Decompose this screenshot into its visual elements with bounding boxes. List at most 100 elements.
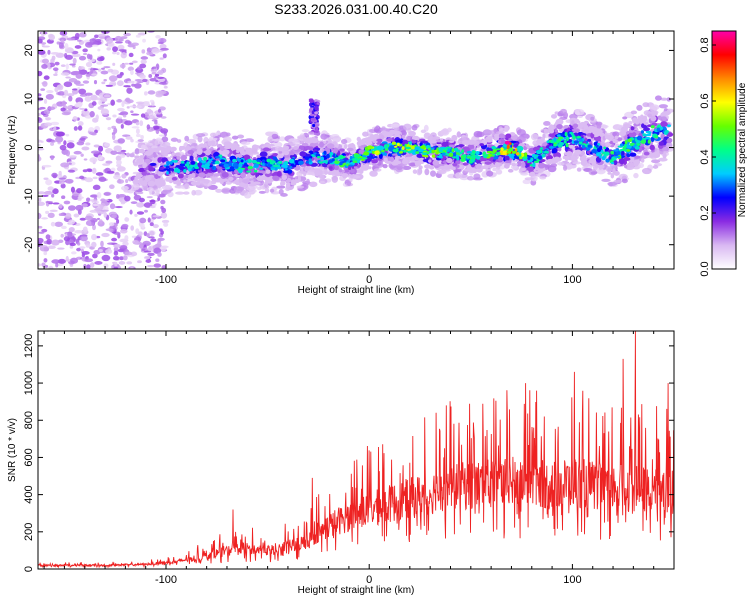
spectrogram-halo-blob: [607, 181, 618, 186]
spectrogram-core-blob: [367, 145, 373, 150]
spectrogram-spike-blob: [311, 110, 316, 115]
spectrogram-noise-blob: [66, 142, 75, 149]
spectrogram-noise-blob: [113, 145, 122, 152]
spectrogram-ridge-blob: [171, 176, 178, 181]
spectrogram-noise-blob: [134, 79, 143, 82]
spectrogram-core-blob: [636, 143, 641, 146]
spectrogram-halo-blob: [416, 168, 422, 176]
spectrogram-core-blob: [495, 148, 501, 151]
spectrogram-core-blob: [591, 149, 597, 154]
spectrogram-ridge-blob: [572, 123, 579, 129]
spectrogram-noise-blob: [141, 223, 145, 229]
spectrogram-ridge-blob: [333, 164, 339, 171]
spectrogram-noise-blob: [124, 120, 133, 126]
spectrogram-ridge-blob: [384, 160, 392, 164]
spectrogram-noise-blob: [45, 234, 51, 240]
spectrogram-halo-blob: [373, 126, 380, 133]
spectrogram-ridge-blob: [213, 173, 221, 177]
spectrogram-halo-blob: [520, 172, 529, 176]
spectrogram-ridge-blob: [174, 152, 181, 157]
spectrogram-core-blob: [356, 154, 361, 158]
spectrogram-ridge-blob: [572, 128, 581, 133]
spectrogram-halo-blob: [193, 189, 203, 196]
spectrogram-noise-blob: [48, 34, 55, 41]
spectrogram-ridge-blob: [394, 157, 399, 163]
spectrogram-core-blob: [435, 151, 439, 155]
spectrogram-noise-blob: [73, 150, 82, 155]
spectrogram-noise-blob: [63, 140, 67, 146]
spectrogram-core-blob: [461, 154, 466, 157]
spectrogram-core-blob: [223, 163, 229, 168]
spectrogram-core-blob: [352, 160, 358, 163]
spectrogram-halo-blob: [660, 97, 668, 101]
spectrogram-noise-blob: [142, 102, 151, 107]
spectrogram-ridge-blob: [165, 176, 171, 182]
spectrogram-noise-blob: [91, 101, 97, 106]
spectrogram-core-blob: [622, 146, 626, 151]
spectrogram-noise-blob: [118, 49, 127, 52]
spectrogram-ridge-blob: [304, 166, 309, 172]
spectrogram-noise-blob: [85, 61, 93, 68]
spectrogram-noise-blob: [80, 153, 84, 157]
spectrogram-noise-blob: [129, 62, 134, 65]
spectrogram-noise-blob: [41, 228, 48, 233]
spectrogram-noise-blob: [47, 212, 55, 219]
spectrogram-noise-blob: [117, 138, 126, 144]
spectrogram-noise-blob: [152, 125, 160, 130]
spectrogram-halo-blob: [447, 127, 452, 133]
spectrogram-core-blob: [418, 148, 424, 153]
spectrogram-noise-blob: [119, 245, 128, 250]
spectrogram-noise-blob: [114, 261, 118, 267]
spectrogram-noise-blob: [103, 211, 108, 218]
spectrogram-halo-blob: [411, 124, 418, 131]
spectrogram-halo-blob: [504, 125, 509, 133]
spectrogram-noise-blob: [121, 185, 129, 191]
spectrogram-spike-blob: [308, 108, 313, 113]
spectrogram-ridge-blob: [197, 164, 201, 171]
spectrogram-noise-blob: [150, 238, 157, 242]
spectrogram-noise-blob: [116, 166, 126, 172]
spectrogram-ridge-blob: [311, 138, 319, 142]
spectrogram-ridge-blob: [402, 158, 408, 164]
spectrogram-halo-blob: [225, 180, 232, 185]
spectrogram-noise-blob: [46, 238, 53, 245]
spectrogram-core-blob: [190, 160, 196, 165]
spectrogram-core-blob: [305, 160, 310, 164]
spectrogram-ridge-blob: [587, 138, 592, 142]
spectrogram-core-blob: [283, 170, 289, 174]
spectrogram-noise-blob: [38, 197, 42, 202]
spectrogram-noise-blob: [90, 67, 94, 74]
spectrogram-ridge-blob: [239, 147, 245, 153]
spectrogram-ridge-blob: [314, 172, 319, 177]
spectrogram-core-blob: [164, 168, 169, 171]
spectrogram-noise-blob: [46, 89, 54, 94]
spectrogram-noise-blob: [157, 197, 161, 201]
colorbar-axes: 0.0 0.2 0.4 0.6 0.8: [699, 30, 737, 277]
spectrogram-noise-blob: [127, 41, 132, 45]
spectrogram-ridge-blob: [210, 140, 216, 146]
spectrogram-noise-blob: [157, 78, 166, 83]
spectrogram-noise-blob: [96, 61, 103, 65]
spectrogram-noise-blob: [122, 241, 129, 246]
spectrogram-core-blob: [230, 162, 233, 167]
x-tick-label: -100: [155, 574, 177, 586]
spectrogram-ridge-blob: [235, 145, 240, 151]
spectrogram-ridge-blob: [388, 131, 395, 135]
spectrogram-core-blob: [612, 149, 619, 152]
spectrogram-noise-blob: [40, 88, 46, 91]
spectrogram-ridge-blob: [643, 151, 650, 156]
spectrogram-noise-blob: [64, 42, 69, 50]
spectrogram-noise-blob: [116, 99, 123, 103]
spectrogram-core-blob: [571, 140, 575, 144]
spectrogram-ridge-blob: [371, 159, 378, 164]
spectrogram-noise-blob: [113, 250, 119, 256]
spectrogram-noise-blob: [156, 76, 165, 79]
spectrogram-core-blob: [470, 155, 476, 159]
spectrogram-noise-blob: [41, 194, 49, 197]
spectrogram-noise-blob: [137, 260, 142, 264]
spectrogram-noise-blob: [89, 157, 98, 163]
spectrogram-core-blob: [349, 155, 353, 160]
spectrogram-ridge-blob: [666, 137, 673, 144]
spectrogram-halo-blob: [530, 175, 538, 182]
spectrogram-core-blob: [546, 140, 550, 144]
